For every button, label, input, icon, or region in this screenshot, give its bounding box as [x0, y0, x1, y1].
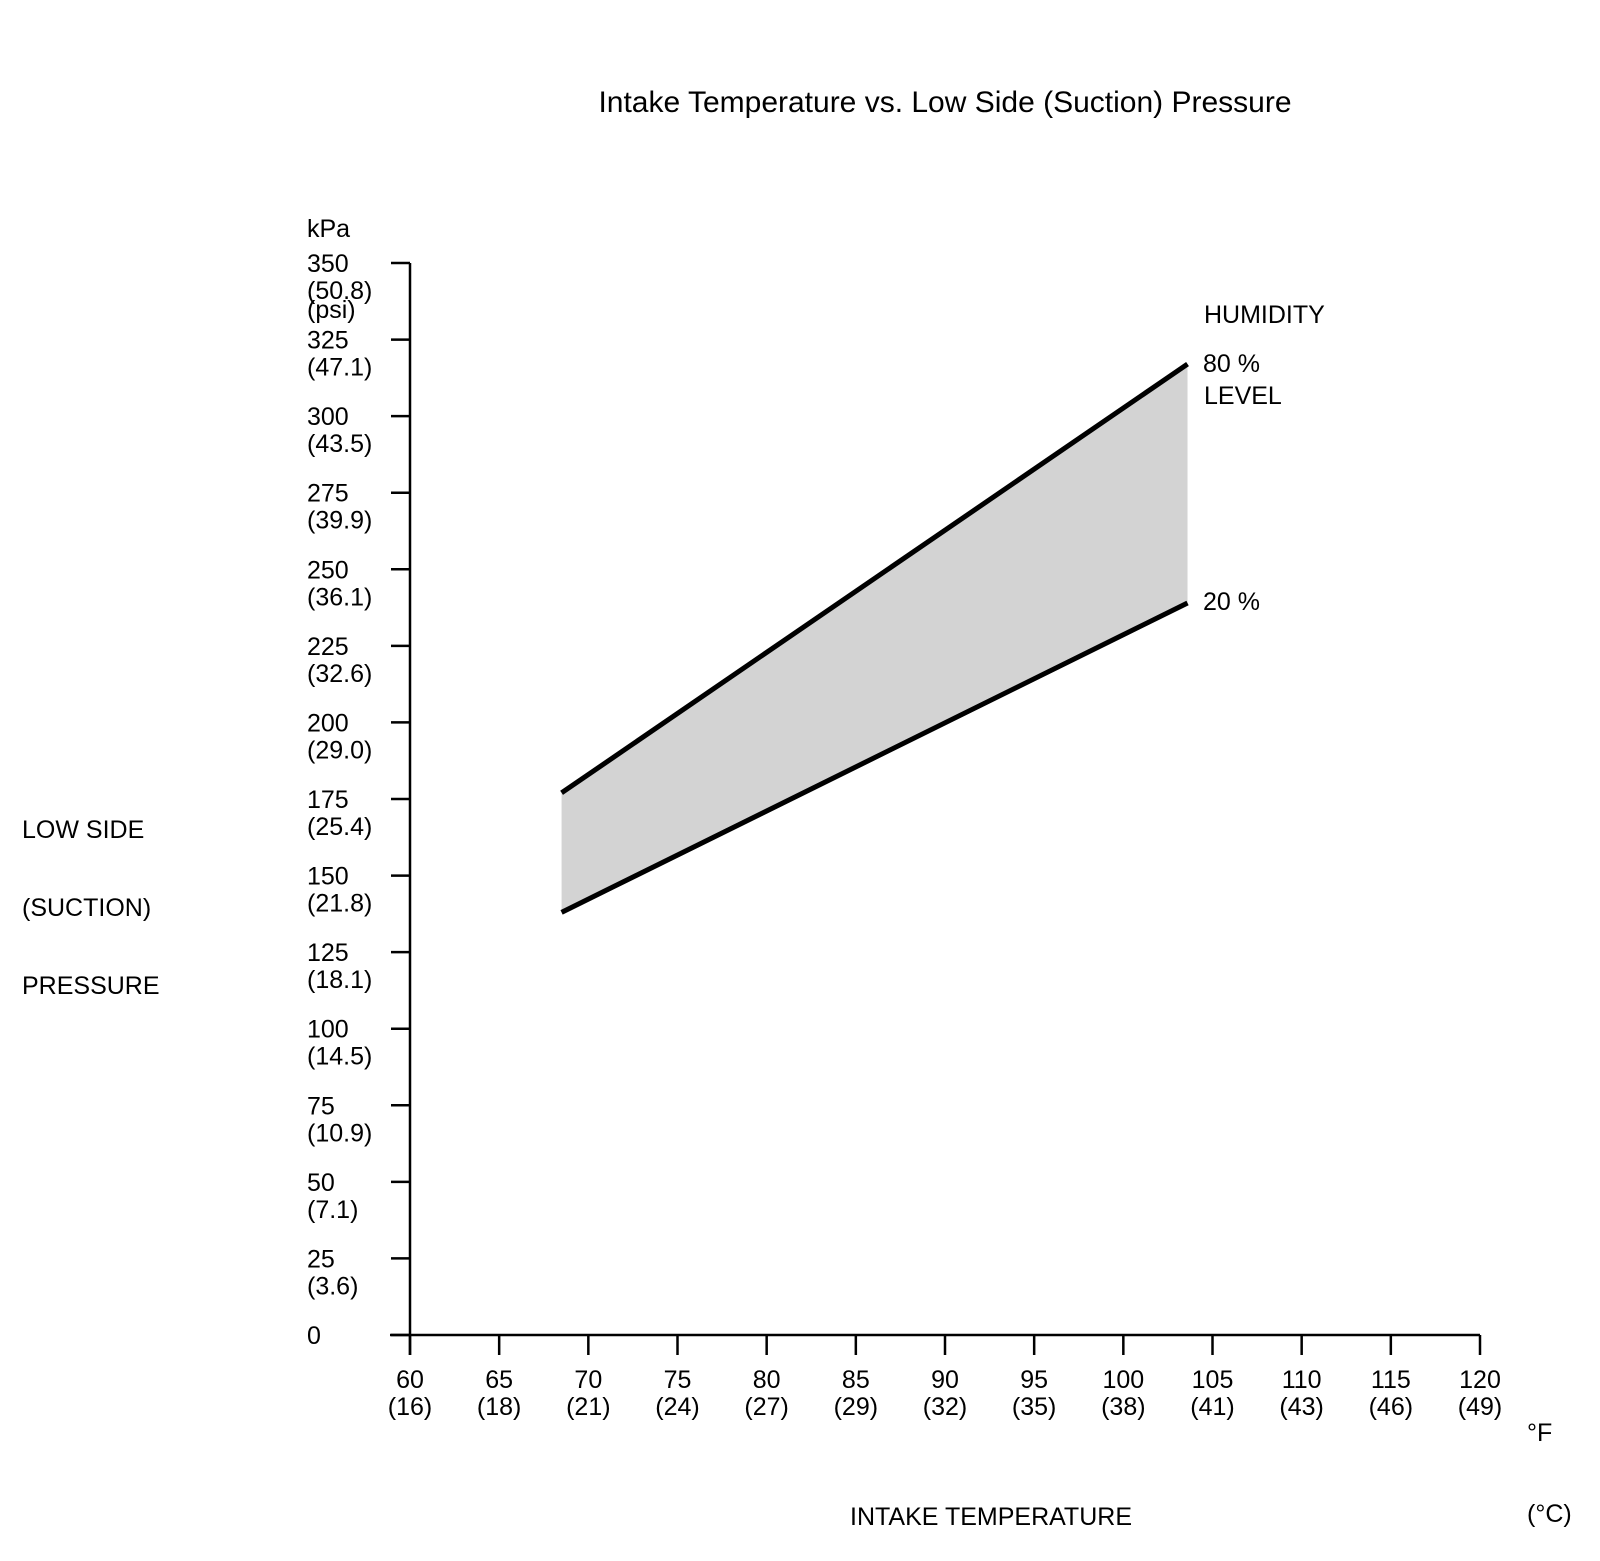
x-tick-label-f: 120	[1459, 1366, 1501, 1394]
y-axis-title: LOW SIDE (SUCTION) PRESSURE	[22, 765, 160, 1025]
y-tick-label-kpa: 250	[307, 556, 349, 584]
x-axis-unit-label: °F (°C)	[1527, 1366, 1572, 1555]
x-tick-label-f: 100	[1102, 1366, 1144, 1394]
x-tick-label-f: 65	[485, 1366, 513, 1394]
legend-title-line1: HUMIDITY	[1204, 301, 1325, 329]
x-tick-label-f: 90	[931, 1366, 959, 1394]
x-tick-label-f: 105	[1192, 1366, 1234, 1394]
x-tick-label-c: (27)	[744, 1393, 788, 1421]
x-tick-label-c: (35)	[1012, 1393, 1056, 1421]
x-tick-label-c: (24)	[655, 1393, 699, 1421]
x-tick-label-c: (43)	[1279, 1393, 1323, 1421]
y-axis-title-line1: LOW SIDE	[22, 816, 145, 844]
y-tick-label-psi: (47.1)	[307, 354, 372, 382]
x-axis-title: INTAKE TEMPERATURE	[850, 1503, 1132, 1531]
y-tick-label-psi: (14.5)	[307, 1043, 372, 1071]
humidity-band	[561, 364, 1188, 913]
legend-label-20: 20 %	[1203, 588, 1260, 616]
y-tick-label-kpa: 200	[307, 709, 349, 737]
y-tick-label-kpa: 350	[307, 250, 349, 278]
y-axis-unit-label: kPa (psi)	[307, 162, 356, 351]
y-tick-label-psi: (50.8)	[307, 277, 372, 305]
y-tick-label-psi: (36.1)	[307, 583, 372, 611]
y-tick-label-psi: (3.6)	[307, 1272, 358, 1300]
x-tick-label-c: (32)	[923, 1393, 967, 1421]
y-tick-label-kpa: 150	[307, 863, 349, 891]
y-tick-label-kpa: 0	[307, 1322, 321, 1350]
x-tick-label-f: 75	[664, 1366, 692, 1394]
y-tick-label-kpa: 275	[307, 480, 349, 508]
x-tick-label-c: (18)	[477, 1393, 521, 1421]
x-tick-label-f: 60	[396, 1366, 424, 1394]
y-tick-label-psi: (7.1)	[307, 1196, 358, 1224]
x-tick-label-c: (21)	[566, 1393, 610, 1421]
y-tick-label-kpa: 75	[307, 1092, 335, 1120]
y-tick-label-kpa: 50	[307, 1169, 335, 1197]
y-tick-label-kpa: 25	[307, 1245, 335, 1273]
y-axis-title-line2: (SUCTION)	[22, 894, 152, 922]
x-tick-label-f: 115	[1371, 1366, 1411, 1394]
y-axis-unit-kpa: kPa	[307, 215, 351, 243]
y-axis-unit-psi: (psi)	[307, 296, 356, 324]
y-tick-label-kpa: 125	[307, 939, 349, 967]
y-tick-label-kpa: 225	[307, 633, 349, 661]
y-tick-label-psi: (25.4)	[307, 813, 372, 841]
y-tick-label-kpa: 300	[307, 403, 349, 431]
x-tick-label-c: (29)	[834, 1393, 878, 1421]
legend-title: HUMIDITY LEVEL	[1204, 248, 1325, 437]
y-tick-label-psi: (29.0)	[307, 736, 372, 764]
legend-title-line2: LEVEL	[1204, 382, 1282, 410]
y-tick-label-kpa: 325	[307, 327, 349, 355]
humidity-line-80	[560, 362, 1189, 795]
y-tick-label-psi: (39.9)	[307, 507, 372, 535]
y-tick-label-psi: (18.1)	[307, 966, 372, 994]
y-tick-label-psi: (10.9)	[307, 1119, 372, 1147]
x-tick-label-f: 85	[842, 1366, 870, 1394]
x-tick-label-c: (38)	[1101, 1393, 1145, 1421]
x-tick-label-c: (16)	[388, 1393, 432, 1421]
y-tick-label-kpa: 175	[307, 786, 349, 814]
x-tick-label-f: 95	[1020, 1366, 1048, 1394]
x-tick-label-f: 110	[1282, 1366, 1322, 1394]
legend-label-80: 80 %	[1203, 350, 1260, 378]
x-axis-unit-f: °F	[1527, 1419, 1553, 1447]
x-tick-label-c: (46)	[1369, 1393, 1413, 1421]
x-axis-unit-c: (°C)	[1527, 1500, 1572, 1528]
x-tick-label-c: (41)	[1190, 1393, 1234, 1421]
chart-title: Intake Temperature vs. Low Side (Suction…	[598, 86, 1292, 119]
y-tick-label-psi: (43.5)	[307, 430, 372, 458]
x-tick-label-f: 80	[753, 1366, 781, 1394]
humidity-line-20	[560, 600, 1189, 915]
y-tick-label-psi: (32.6)	[307, 660, 372, 688]
x-tick-label-c: (49)	[1458, 1393, 1502, 1421]
y-tick-label-psi: (21.8)	[307, 890, 372, 918]
y-tick-label-kpa: 100	[307, 1016, 349, 1044]
y-axis-title-line3: PRESSURE	[22, 972, 160, 1000]
x-tick-label-f: 70	[574, 1366, 602, 1394]
